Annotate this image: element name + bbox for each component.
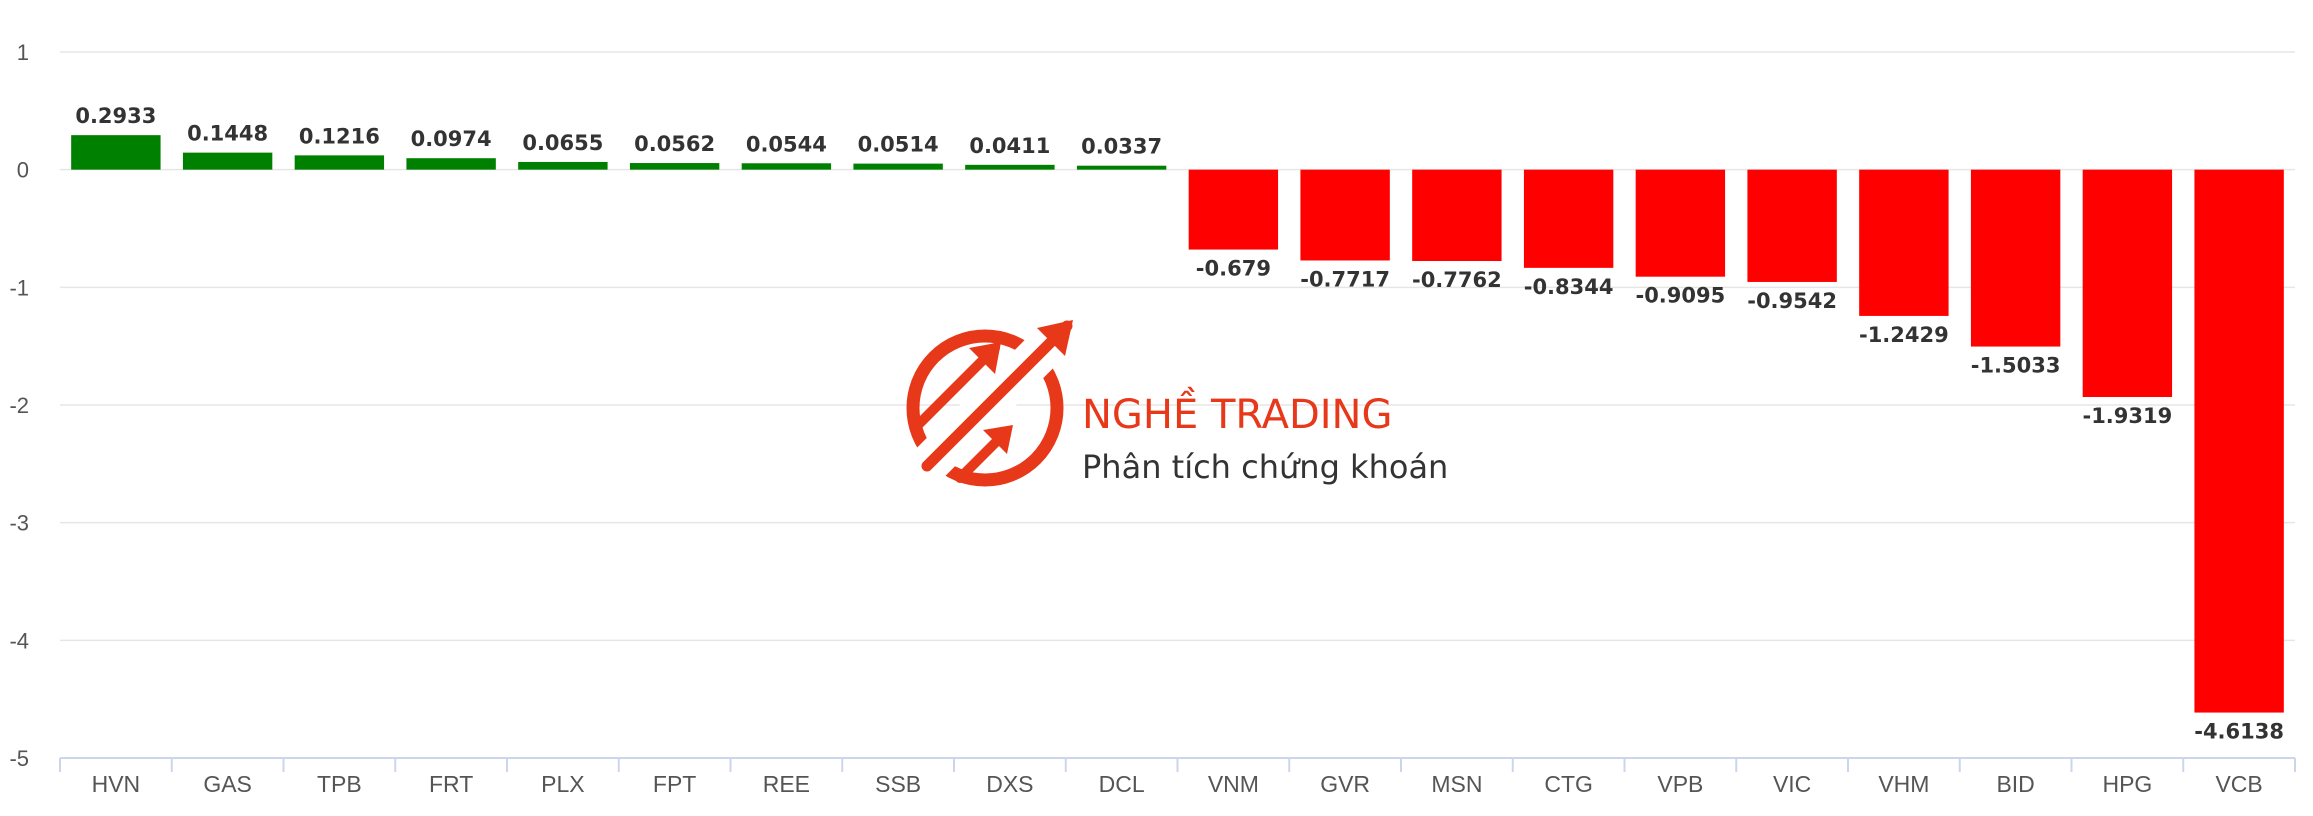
gridlines <box>60 51 2295 642</box>
y-tick-label: -1 <box>9 275 29 300</box>
bar-bid <box>1970 169 2061 347</box>
data-label-vhm: -1.2429 <box>1859 323 1949 347</box>
data-label-hvn: 0.2933 <box>75 104 156 128</box>
x-tick-label-dcl: DCL <box>1099 771 1145 797</box>
bar-dcl <box>1076 165 1167 170</box>
x-tick-label-fpt: FPT <box>653 771 696 797</box>
x-tick-label-gvr: GVR <box>1320 771 1370 797</box>
data-label-tpb: 0.1216 <box>299 124 380 148</box>
bar-vnm <box>1188 169 1279 250</box>
x-tick-label-vhm: VHM <box>1878 771 1929 797</box>
data-label-hpg: -1.9319 <box>2082 404 2172 428</box>
data-label-vic: -0.9542 <box>1747 289 1837 313</box>
y-tick-label: 0 <box>17 158 29 183</box>
data-label-gas: 0.1448 <box>187 122 268 146</box>
y-tick-label: -5 <box>9 746 29 771</box>
bar-vic <box>1747 169 1837 282</box>
bar-vhm <box>1859 169 1949 316</box>
data-label-ssb: 0.0514 <box>858 133 939 157</box>
x-axis: HVN GAS TPB FRT PLX FPT REE SSB DXS DCL VNM GVR MSN C… <box>59 757 2296 797</box>
data-label-msn: -0.7762 <box>1412 268 1502 292</box>
bar-hpg <box>2082 169 2173 397</box>
data-label-vnm: -0.679 <box>1196 257 1271 281</box>
bar-gas <box>182 152 273 170</box>
data-label-plx: 0.0655 <box>522 131 603 155</box>
x-tick-label-tpb: TPB <box>317 771 362 797</box>
x-tick-label-plx: PLX <box>541 771 584 797</box>
x-tick-label-ree: REE <box>763 771 810 797</box>
data-label-dxs: 0.0411 <box>969 134 1050 158</box>
bar-fpt <box>629 163 720 170</box>
data-label-vpb: -0.9095 <box>1635 284 1725 308</box>
watermark-subtitle: Phân tích chứng khoán <box>1082 448 1448 486</box>
x-tick-label-vpb: VPB <box>1657 771 1703 797</box>
bar-hvn <box>71 135 161 170</box>
bar-ree <box>741 163 832 170</box>
bar-vcb <box>2194 169 2284 713</box>
x-tick-label-ctg: CTG <box>1544 771 1593 797</box>
bar-vpb <box>1635 169 1726 277</box>
y-tick-label: -4 <box>9 628 29 653</box>
x-tick-label-vcb: VCB <box>2215 771 2262 797</box>
x-tick-label-msn: MSN <box>1431 771 1482 797</box>
x-tick-label-vic: VIC <box>1773 771 1811 797</box>
y-tick-label: -3 <box>9 511 29 536</box>
bar-plx <box>518 161 608 170</box>
x-tick-label-vnm: VNM <box>1208 771 1259 797</box>
x-tick-label-hvn: HVN <box>92 771 141 797</box>
data-label-bid: -1.5033 <box>1971 354 2061 378</box>
watermark-title: NGHỀ TRADING <box>1082 386 1392 438</box>
data-label-vcb: -4.6138 <box>2194 720 2284 744</box>
data-label-ctg: -0.8344 <box>1524 275 1614 299</box>
bar-ctg <box>1523 169 1614 268</box>
x-tick-label-dxs: DXS <box>986 771 1033 797</box>
data-labels: 0.2933 0.1448 0.1216 0.0974 0.0655 0.0562 0.05… <box>75 104 2284 743</box>
x-tick-label-gas: GAS <box>203 771 252 797</box>
bar-frt <box>406 158 496 170</box>
data-label-frt: 0.0974 <box>411 127 492 151</box>
data-label-fpt: 0.0562 <box>634 132 715 156</box>
data-label-dcl: 0.0337 <box>1081 135 1162 159</box>
x-tick-label-ssb: SSB <box>875 771 921 797</box>
y-tick-label: -2 <box>9 393 29 418</box>
y-tick-label: 1 <box>17 40 29 65</box>
x-tick-label-frt: FRT <box>429 771 473 797</box>
data-label-gvr: -0.7717 <box>1300 267 1390 291</box>
bar-gvr <box>1300 169 1390 261</box>
x-tick-label-bid: BID <box>1996 771 2034 797</box>
watermark: NGHỀ TRADING Phân tích chứng khoán <box>893 316 1448 500</box>
x-tick-label-hpg: HPG <box>2102 771 2152 797</box>
bar-msn <box>1412 169 1502 261</box>
bar-tpb <box>294 155 385 170</box>
bar-dxs <box>965 164 1055 170</box>
y-axis-tick-labels: 1 0 -1 -2 -3 -4 -5 <box>9 40 29 771</box>
rising-arrows-logo-icon <box>893 316 1077 500</box>
bars <box>71 135 2284 713</box>
bar-ssb <box>853 163 943 170</box>
data-label-ree: 0.0544 <box>746 132 827 156</box>
